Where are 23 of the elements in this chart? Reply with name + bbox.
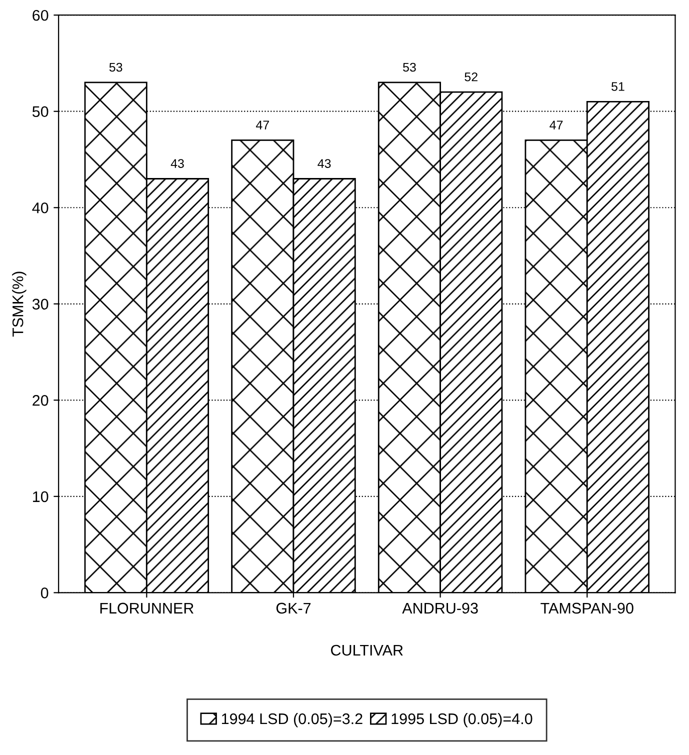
y-tick-label: 10 <box>33 491 48 502</box>
y-tick-label: 40 <box>32 202 48 214</box>
data-label: 47 <box>550 120 563 130</box>
legend-label: 1994 LSD (0.05)=3.2 <box>222 712 362 728</box>
legend-label: 1995 LSD (0.05)=4.0 <box>392 712 532 728</box>
y-tick-label: 60 <box>32 10 48 21</box>
data-label: 47 <box>256 120 269 130</box>
data-label: 52 <box>464 72 478 82</box>
y-tick-label: 0 <box>40 588 48 598</box>
x-tick-label: ANDRU-93 <box>402 602 478 614</box>
y-axis-title: TSMK(%) <box>12 272 26 337</box>
y-tick-label: 20 <box>32 395 48 406</box>
y-tick-label: 50 <box>32 106 48 118</box>
y-tick-label: 30 <box>32 298 48 310</box>
x-tick-label: TAMSPAN-90 <box>540 602 634 614</box>
data-label: 51 <box>612 82 624 91</box>
data-label: 53 <box>109 62 122 72</box>
data-label: 53 <box>403 62 416 72</box>
x-tick-label: FLORUNNER <box>100 602 194 614</box>
x-axis-title: CULTIVAR <box>331 644 403 656</box>
x-tick-label: GK-7 <box>276 602 311 614</box>
data-label: 43 <box>318 159 331 168</box>
data-label: 43 <box>170 159 184 168</box>
